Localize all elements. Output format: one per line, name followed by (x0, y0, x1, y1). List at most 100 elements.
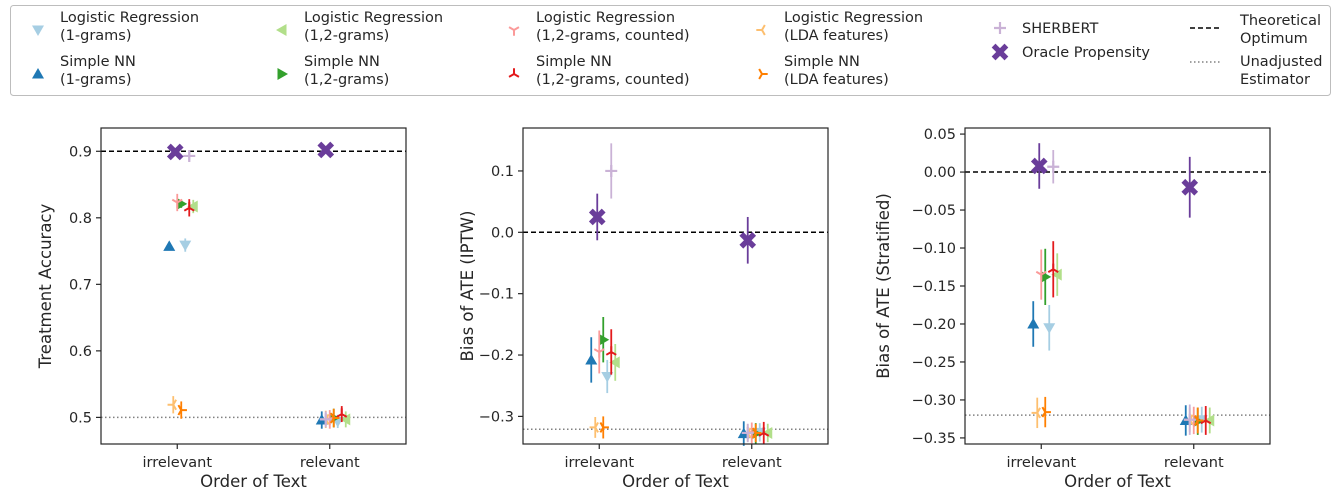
data-point (598, 333, 610, 346)
data-point (605, 164, 618, 177)
series-simple-nn-1-2-grams (598, 316, 762, 444)
panel-bias-of-ate-iptw: −0.3 −0.2 −0.1 0.0 0.1 irrelevant relevantOrde… (458, 127, 829, 490)
series-logistic-regression-1-grams (179, 238, 344, 429)
data-point (336, 408, 348, 418)
axes-frame (100, 127, 407, 445)
legend-entry-logistic-regression-1-2-grams-counted: Logistic Regression (1,2-grams, counted) (508, 10, 690, 44)
data-point (1035, 270, 1047, 281)
y-tick-label: 0.00 (924, 165, 956, 181)
series-simple-nn-1-2-grams-counted (183, 199, 348, 423)
data-point (179, 240, 192, 252)
series-simple-nn-1-2-grams (176, 197, 340, 428)
y-tick-label: 0.6 (69, 344, 92, 360)
data-point (588, 208, 606, 226)
legend-entry-simple-nn-1-2-grams-counted: Simple NN (1,2-grams, counted) (508, 54, 690, 88)
y-tick-label: 0.5 (69, 410, 92, 426)
series-oracle-propensity (1030, 143, 1199, 218)
y-tick-label: −0.15 (912, 279, 956, 295)
legend-entry-simple-nn-1-grams: Simple NN (1-grams) (32, 54, 136, 88)
x-axis-label: Order of Text (622, 472, 729, 490)
series-logistic-regression-lda-features (589, 417, 752, 442)
x-tick-label-irrelevant: irrelevant (1006, 455, 1076, 471)
data-point (167, 399, 177, 411)
legend-label-simple-nn-1-2-grams: Simple NN (1,2-grams) (304, 54, 389, 88)
data-point (1041, 406, 1051, 418)
y-axis-label: Treatment Accuracy (36, 204, 55, 370)
axes-frame (522, 127, 829, 445)
panel-bias-of-ate-stratified: −0.35 −0.30 −0.25 −0.20 −0.15 −0.10 −0.05 0.00 0… (874, 127, 1271, 490)
data-point (741, 426, 754, 439)
data-point (761, 426, 773, 439)
y-tick-label: −0.2 (479, 348, 514, 364)
y-tick-label: −0.30 (912, 393, 956, 409)
legend-marker-logistic-regression-lda-features (756, 24, 766, 36)
data-point (1183, 413, 1196, 426)
legend-marker-simple-nn-1-2-grams (277, 68, 288, 80)
series-logistic-regression-1-2-grams (187, 199, 351, 428)
legend-entry-logistic-regression-lda-features: Logistic Regression (LDA features) (756, 10, 923, 44)
y-tick-label: 0.7 (69, 277, 92, 293)
series-sherbert (183, 149, 332, 428)
series-logistic-regression-1-2-grams-counted (171, 193, 336, 429)
data-point (739, 231, 757, 249)
legend: Logistic Regression (1-grams) Simple NN (1-… (10, 5, 1331, 96)
series-simple-nn-lda-features (1041, 396, 1204, 434)
data-point (166, 143, 184, 161)
x-tick-label-irrelevant: irrelevant (142, 455, 212, 471)
data-point (758, 427, 770, 437)
legend-entry-theoretical-optimum: Theoretical Optimum (1190, 13, 1321, 47)
y-tick-label: 0.9 (69, 144, 92, 160)
data-point (1047, 263, 1059, 274)
y-tick-label: −0.10 (912, 241, 956, 257)
legend-marker-logistic-regression-1-2-grams-counted (508, 26, 520, 36)
x-tick-label-irrelevant: irrelevant (564, 455, 634, 471)
data-point (177, 404, 187, 416)
legend-label-sherbert: SHERBERT (1022, 21, 1098, 37)
y-tick-label: 0.8 (69, 211, 92, 227)
legend-entry-simple-nn-lda-features: Simple NN (LDA features) (758, 54, 889, 88)
x-axis-label: Order of Text (200, 472, 307, 490)
data-point (593, 348, 605, 358)
legend-entry-logistic-regression-1-2-grams: Logistic Regression (1,2-grams) (276, 10, 443, 44)
y-tick-label: −0.35 (912, 431, 956, 447)
y-tick-label: −0.05 (912, 203, 956, 219)
legend-label-simple-nn-1-2-grams-counted: Simple NN (1,2-grams, counted) (536, 54, 690, 88)
data-point (183, 149, 196, 162)
data-point (601, 372, 614, 383)
data-point (1027, 317, 1040, 329)
data-point (183, 202, 195, 212)
data-point (317, 141, 335, 159)
series-logistic-regression-1-2-grams (1051, 253, 1215, 434)
y-tick-label: 0.05 (924, 127, 956, 143)
data-point (187, 200, 198, 213)
data-point (1051, 268, 1062, 281)
data-point (1031, 407, 1041, 419)
series-logistic-regression-1-2-grams (609, 343, 773, 443)
data-point (1043, 323, 1056, 334)
data-point (599, 421, 609, 433)
legend-marker-sherbert (994, 22, 1006, 34)
series-simple-nn-lda-features (599, 416, 762, 443)
legend-label-logistic-regression-1-2-grams-counted: Logistic Regression (1,2-grams, counted) (536, 10, 690, 44)
series-logistic-regression-lda-features (167, 396, 330, 429)
y-tick-label: −0.20 (912, 317, 956, 333)
legend-label-logistic-regression-1-2-grams: Logistic Regression (1,2-grams) (304, 10, 443, 44)
series-sherbert (605, 143, 754, 443)
data-point (1181, 178, 1199, 196)
legend-label-simple-nn-1-grams: Simple NN (1-grams) (60, 54, 136, 88)
series-oracle-propensity (166, 141, 335, 161)
legend-marker-oracle-propensity (991, 43, 1009, 61)
series-logistic-regression-lda-features (1031, 397, 1194, 432)
data-point (1030, 157, 1048, 175)
x-tick-label-relevant: relevant (1164, 455, 1224, 471)
x-tick-label-relevant: relevant (722, 455, 782, 471)
legend-label-simple-nn-lda-features: Simple NN (LDA features) (784, 54, 889, 88)
y-tick-label: 0.1 (491, 164, 514, 180)
legend-marker-logistic-regression-1-2-grams (276, 24, 287, 36)
data-point (163, 240, 176, 251)
data-point (1047, 160, 1060, 173)
series-simple-nn-lda-features (177, 401, 340, 428)
data-point (609, 356, 620, 369)
